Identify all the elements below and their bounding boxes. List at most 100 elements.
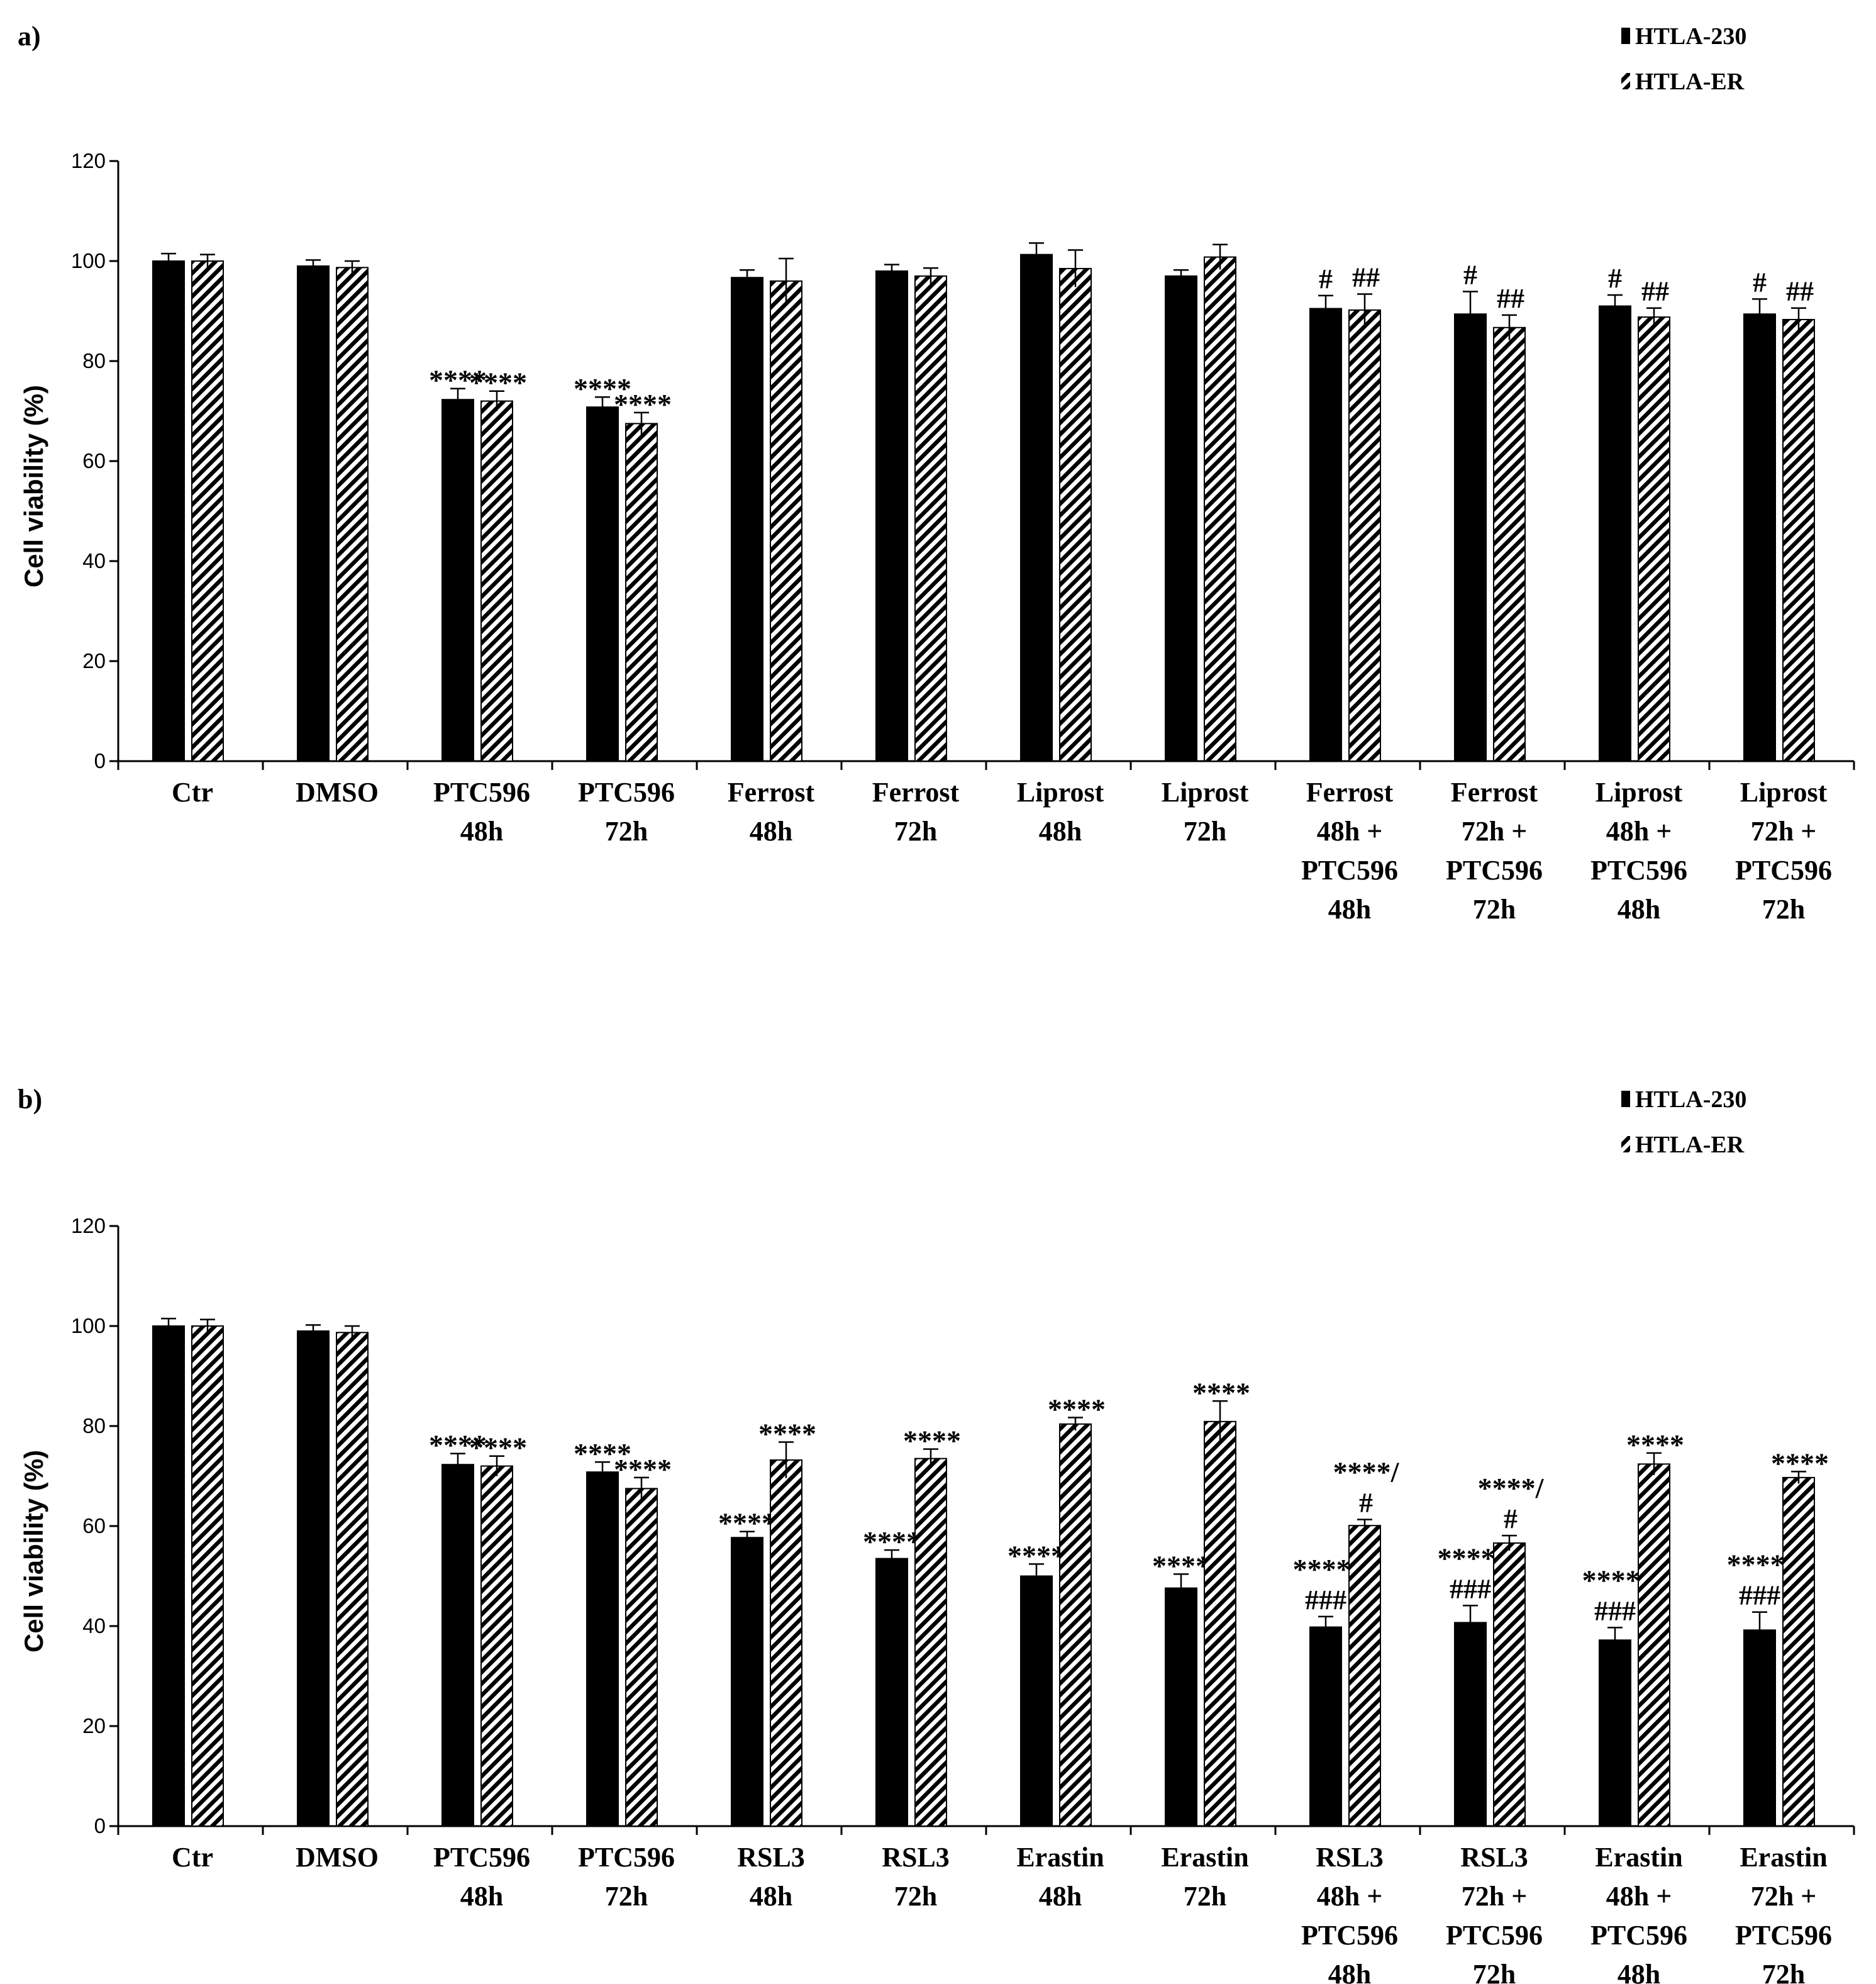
bar — [1204, 256, 1236, 762]
legend-swatch-htla-230 — [1621, 28, 1630, 44]
y-tick-label: 100 — [71, 1314, 106, 1337]
x-category-label: RSL3 — [1460, 1842, 1528, 1873]
x-category-label: PTC596 — [578, 777, 675, 808]
x-category-label: Erastin — [1016, 1842, 1104, 1873]
bar — [731, 277, 763, 762]
legend-label-htla-er: HTLA-ER — [1635, 1132, 1745, 1158]
bar — [480, 400, 513, 762]
significance-annotation: **** — [614, 388, 672, 420]
x-category-label: 48h + — [1606, 816, 1672, 847]
legend-label-htla-er: HTLA-ER — [1635, 69, 1745, 95]
significance-annotation: # — [1359, 1488, 1373, 1519]
x-category-label: RSL3 — [1316, 1842, 1384, 1873]
x-category-label: 48h — [1328, 1959, 1371, 1984]
significance-annotation: **** — [574, 372, 631, 404]
legend-label-htla-230: HTLA-230 — [1635, 1086, 1746, 1113]
bar — [731, 1537, 763, 1827]
y-tick-label: 20 — [82, 1714, 106, 1737]
x-category-label: RSL3 — [882, 1842, 950, 1873]
bar — [1348, 1525, 1381, 1827]
bar — [336, 1332, 369, 1827]
x-category-label: 48h — [1039, 816, 1082, 847]
bar — [1020, 1575, 1053, 1827]
bar — [914, 275, 947, 762]
bar — [875, 270, 908, 762]
x-category-label: Ctr — [172, 777, 213, 808]
significance-annotation: ## — [1352, 262, 1380, 293]
significance-annotation: ### — [1450, 1573, 1491, 1604]
bar — [625, 423, 658, 762]
x-category-label: 72h — [1473, 1959, 1516, 1984]
bar — [441, 1464, 474, 1827]
significance-annotation: ****/ — [1478, 1472, 1545, 1504]
y-tick-label: 0 — [94, 749, 106, 772]
x-category-label: Liprost — [1596, 777, 1683, 808]
x-category-label: 72h — [1184, 816, 1226, 847]
bar — [1638, 1463, 1670, 1827]
x-category-label: Liprost — [1017, 777, 1104, 808]
x-category-label: PTC596 — [1590, 855, 1687, 886]
x-category-label: 48h — [1618, 894, 1660, 925]
bar — [1204, 1420, 1236, 1827]
significance-annotation: **** — [614, 1453, 672, 1485]
y-tick-label: 100 — [71, 249, 106, 272]
x-category-label: PTC596 — [1446, 1920, 1543, 1951]
y-tick-label: 80 — [82, 1414, 106, 1437]
significance-annotation: **** — [1152, 1549, 1210, 1581]
significance-annotation: **** — [758, 1417, 816, 1449]
series-htla-er: ********#### ## ## — [191, 243, 1815, 762]
y-tick-label: 80 — [82, 349, 106, 372]
bar — [297, 1330, 330, 1827]
x-category-label: Ferrost — [1306, 777, 1394, 808]
bar — [1743, 313, 1776, 762]
x-category-label: 72h + — [1751, 816, 1817, 847]
significance-annotation: ## — [1641, 276, 1669, 307]
bar — [297, 265, 330, 762]
x-axis: Ctr DMSO PTC596 48h PTC596 72h RSL3 48h RSL3 72h E… — [117, 1825, 1855, 1984]
y-tick-label: 60 — [82, 449, 106, 472]
significance-annotation: **** — [1771, 1447, 1829, 1479]
series-htla-230: **** ****# # # # — [152, 242, 1776, 762]
y-axis-title: Cell viability (%) — [19, 1450, 48, 1652]
y-tick-label: 120 — [71, 149, 106, 172]
x-category-label: PTC596 — [433, 1842, 530, 1873]
significance-annotation: **** — [469, 1432, 527, 1464]
chart-panel-a: a) HTLA-230 HTLA-ER 0 20 40 60 80 100 120 Cell via… — [18, 21, 1855, 925]
significance-annotation: **** — [574, 1437, 631, 1469]
bar — [1165, 275, 1197, 762]
legend: HTLA-230 HTLA-ER — [1621, 23, 1746, 95]
x-category-label: DMSO — [296, 1842, 379, 1873]
bar — [1309, 308, 1342, 762]
x-category-label: 48h — [1618, 1959, 1660, 1984]
significance-annotation: **** — [863, 1525, 921, 1558]
bar — [480, 1465, 513, 1827]
x-category-label: 48h + — [1317, 1881, 1383, 1912]
bar — [914, 1457, 947, 1827]
significance-annotation: ****/ — [1438, 1542, 1504, 1574]
panel-label: a) — [18, 21, 41, 52]
x-category-label: 72h + — [1462, 816, 1528, 847]
x-category-label: 72h — [605, 1881, 648, 1912]
bar — [586, 1471, 619, 1827]
x-category-label: 48h — [460, 816, 503, 847]
significance-annotation: # — [1319, 264, 1333, 294]
y-tick-label: 0 — [94, 1814, 106, 1837]
x-category-label: Ferrost — [872, 777, 960, 808]
x-category-label: Ctr — [172, 1842, 213, 1873]
bar — [191, 1325, 224, 1827]
x-category-label: 48h — [750, 1881, 792, 1912]
significance-annotation: **** — [469, 367, 527, 399]
x-category-label: 72h — [894, 1881, 937, 1912]
x-category-label: 48h + — [1606, 1881, 1672, 1912]
x-category-label: PTC596 — [1590, 1920, 1687, 1951]
significance-annotation: **** — [903, 1425, 961, 1457]
bar — [191, 260, 224, 762]
bar — [625, 1488, 658, 1827]
x-category-label: 72h — [1184, 1881, 1226, 1912]
bar — [336, 267, 369, 762]
bar — [152, 1325, 185, 1827]
significance-annotation: ### — [1594, 1595, 1636, 1626]
bar — [1165, 1587, 1197, 1827]
x-category-label: PTC596 — [1735, 855, 1832, 886]
